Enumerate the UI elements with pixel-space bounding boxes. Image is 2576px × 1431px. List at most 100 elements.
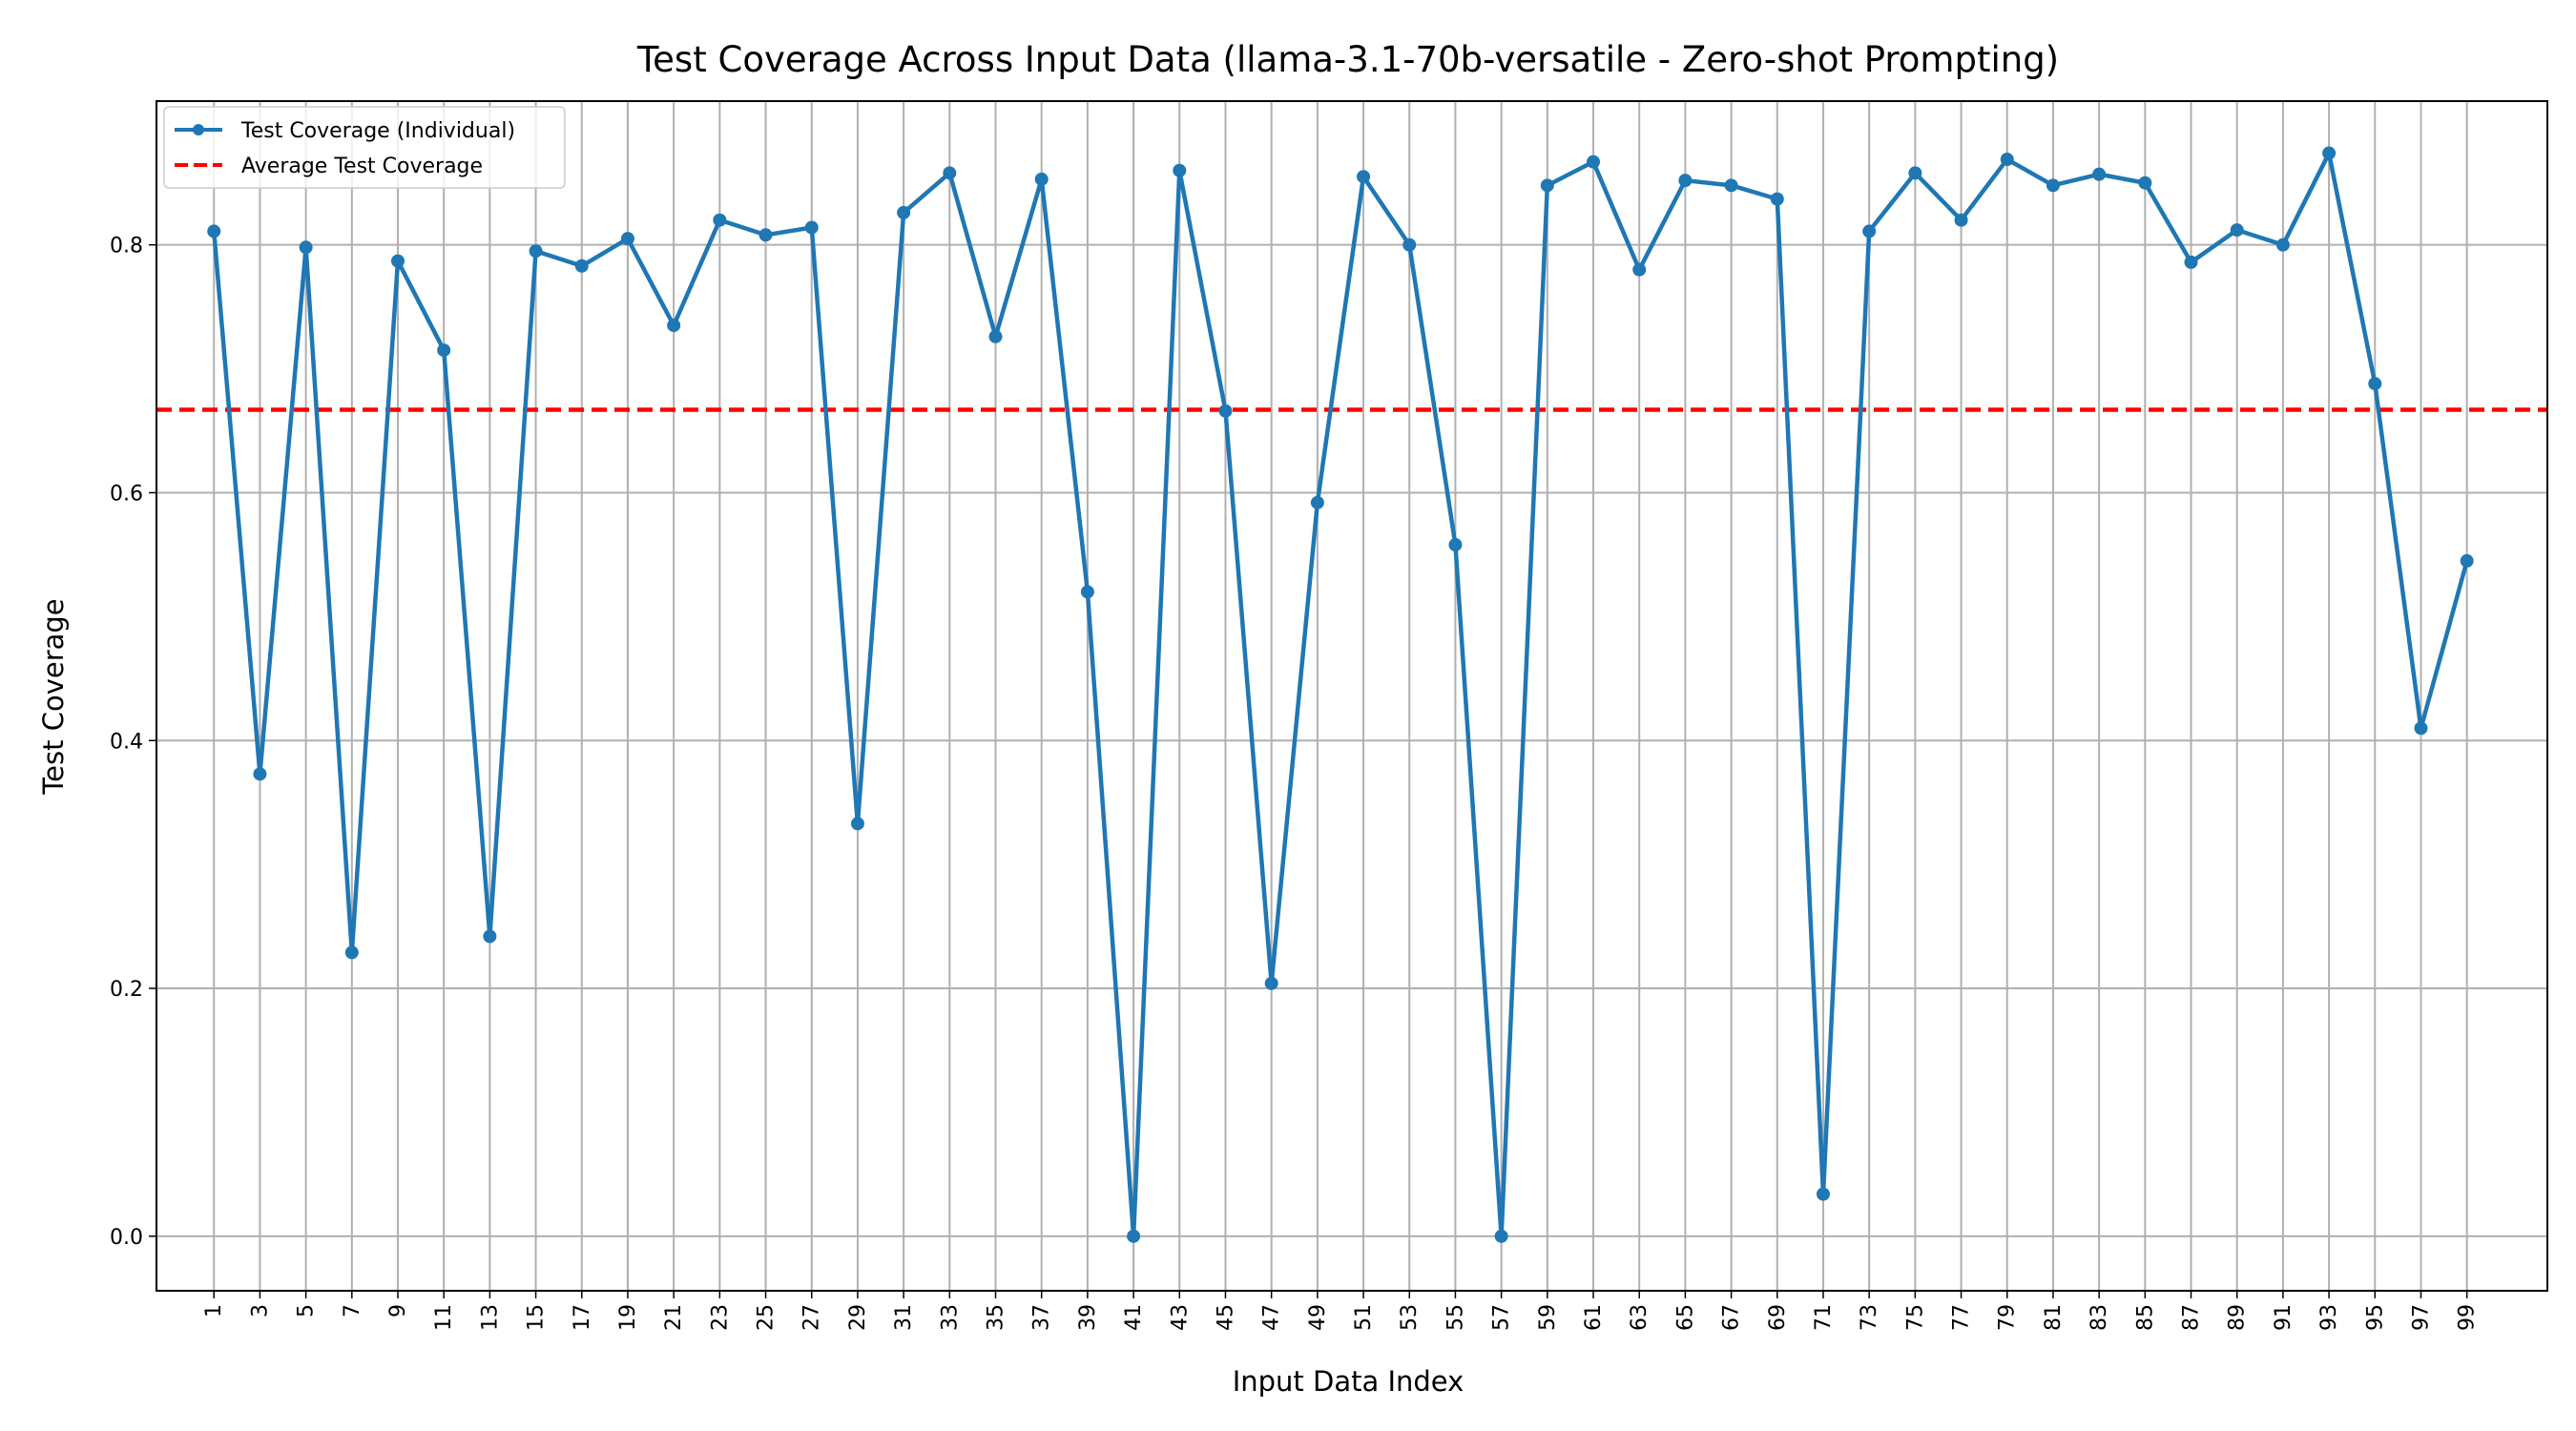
data-point: [1954, 213, 1968, 227]
x-tick-label: 27: [800, 1304, 824, 1331]
x-tick-label: 39: [1076, 1304, 1100, 1331]
legend-average-label: Average Test Coverage: [241, 155, 483, 178]
data-point: [1034, 172, 1049, 186]
data-point: [1587, 155, 1601, 169]
x-tick-label: 57: [1490, 1304, 1514, 1331]
x-tick-label: 61: [1582, 1304, 1606, 1331]
data-point: [2460, 553, 2474, 568]
legend-series-marker: [193, 124, 204, 135]
data-point: [804, 220, 819, 235]
data-point: [207, 224, 221, 238]
data-point: [2230, 223, 2244, 238]
x-tick-label: 65: [1673, 1304, 1697, 1331]
data-point: [2368, 377, 2382, 391]
x-tick-label: 95: [2363, 1304, 2387, 1331]
x-tick-label: 41: [1122, 1304, 1146, 1331]
x-tick-label: 1: [202, 1304, 226, 1317]
x-tick-label: 9: [386, 1304, 410, 1317]
x-tick-label: 13: [478, 1304, 502, 1331]
series-line: [211, 151, 2469, 1239]
x-tick-label: 15: [525, 1304, 549, 1331]
legend-series-label: Test Coverage (Individual): [240, 119, 515, 143]
x-tick-label: 35: [985, 1304, 1008, 1331]
data-point: [1310, 495, 1324, 509]
data-point: [1402, 238, 1417, 252]
data-point: [574, 259, 589, 273]
grid: [156, 101, 2547, 1291]
y-axis-label: Test Coverage: [37, 598, 70, 795]
x-tick-label: 89: [2226, 1304, 2250, 1331]
data-point: [529, 244, 543, 259]
chart-title: Test Coverage Across Input Data (llama-3…: [636, 39, 2059, 80]
x-tick-label: 49: [1306, 1304, 1330, 1331]
data-point: [1218, 404, 1233, 418]
data-point: [2184, 255, 2198, 269]
data-point: [391, 254, 405, 268]
data-point: [1264, 976, 1278, 990]
x-tick-label: 29: [846, 1304, 870, 1331]
data-point: [620, 232, 634, 246]
x-tick-label: 71: [1812, 1304, 1836, 1331]
data-point: [437, 343, 451, 358]
x-tick-label: 21: [662, 1304, 686, 1331]
axes: [156, 100, 2548, 1292]
x-tick-label: 79: [1996, 1304, 2020, 1331]
x-tick-label: 85: [2133, 1304, 2157, 1331]
x-tick-label: 37: [1030, 1304, 1054, 1331]
data-point: [758, 228, 773, 242]
x-tick-label: 69: [1766, 1304, 1790, 1331]
data-point: [299, 240, 313, 255]
data-point: [2046, 178, 2060, 193]
x-tick-label: 59: [1536, 1304, 1560, 1331]
x-tick-label: 7: [341, 1304, 364, 1317]
data-point: [1357, 170, 1371, 184]
x-tick-label: 91: [2272, 1304, 2296, 1331]
data-point: [1908, 166, 1922, 180]
data-point: [713, 213, 727, 227]
x-axis-label: Input Data Index: [1233, 1365, 1465, 1398]
data-point: [1862, 224, 1877, 238]
data-point: [1448, 538, 1463, 552]
x-tick-label: 77: [1950, 1304, 1974, 1331]
data-point: [850, 817, 864, 831]
x-tick-label: 23: [708, 1304, 732, 1331]
data-point: [253, 767, 267, 781]
x-tick-label: 43: [1168, 1304, 1192, 1331]
x-tick-label: 67: [1720, 1304, 1744, 1331]
data-point: [988, 329, 1003, 343]
data-point: [2322, 146, 2337, 160]
y-ticks: 0.0 0.2 0.4 0.6 0.8: [110, 235, 156, 1250]
data-point: [2275, 238, 2290, 252]
y-tick-label: 0.0: [110, 1226, 143, 1250]
data-point: [943, 166, 957, 180]
x-tick-label: 19: [616, 1304, 640, 1331]
data-point: [1678, 174, 1693, 188]
data-point: [667, 319, 681, 333]
y-tick-label: 0.2: [110, 978, 143, 1002]
x-tick-label: 99: [2456, 1304, 2480, 1331]
x-ticks: 1 3 5 7 9 11 13 15 17 19 21 23 25 27 29 31 33 35 37 39 41 43 4…: [202, 1291, 2480, 1331]
x-tick-label: 3: [248, 1304, 272, 1317]
y-tick-label: 0.4: [110, 730, 143, 754]
x-tick-label: 53: [1398, 1304, 1422, 1331]
series-layer: [207, 146, 2474, 1243]
data-point: [1816, 1187, 1830, 1201]
data-point: [1632, 262, 1647, 277]
data-point: [1127, 1229, 1141, 1243]
x-tick-label: 83: [2088, 1304, 2111, 1331]
data-point: [1080, 585, 1094, 599]
y-tick-label: 0.6: [110, 482, 143, 506]
x-tick-label: 51: [1352, 1304, 1376, 1331]
data-point: [1494, 1229, 1508, 1243]
x-tick-label: 45: [1214, 1304, 1237, 1331]
x-tick-label: 55: [1444, 1304, 1467, 1331]
x-tick-label: 75: [1903, 1304, 1927, 1331]
data-point: [344, 945, 359, 960]
x-tick-label: 73: [1858, 1304, 1881, 1331]
data-point: [1770, 192, 1784, 206]
x-tick-label: 31: [892, 1304, 916, 1331]
data-point: [2414, 721, 2428, 736]
legend: Test Coverage (Individual) Average Test …: [163, 106, 566, 189]
